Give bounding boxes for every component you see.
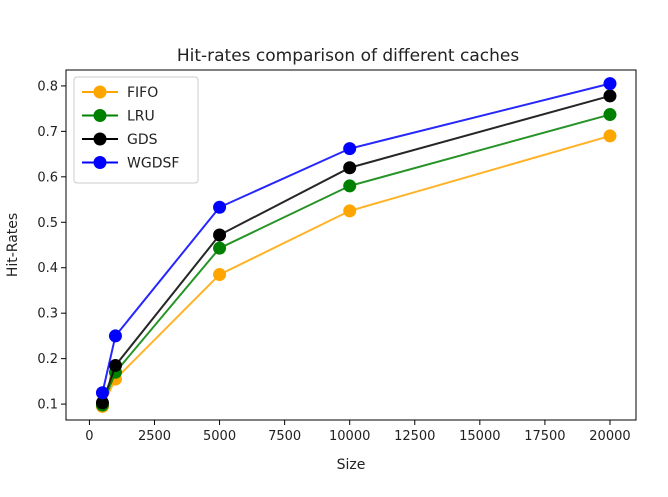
- data-point-wgdsf: [95, 386, 109, 400]
- y-tick-label: 0.5: [37, 216, 58, 231]
- data-point-wgdsf: [603, 77, 617, 91]
- x-tick-label: 5000: [203, 429, 236, 444]
- legend-label-gds: GDS: [127, 132, 158, 148]
- data-point-fifo: [343, 204, 357, 218]
- x-tick-label: 7500: [268, 429, 301, 444]
- y-axis-title: Hit-Rates: [5, 213, 21, 277]
- legend-marker-wgdsf: [93, 156, 107, 169]
- y-tick-label: 0.2: [37, 352, 58, 367]
- y-tick-label: 0.3: [37, 307, 58, 322]
- y-tick-label: 0.8: [37, 79, 58, 94]
- legend-label-lru: LRU: [127, 109, 155, 125]
- data-point-lru: [603, 108, 617, 122]
- x-tick-label: 12500: [394, 429, 435, 444]
- data-point-gds: [603, 89, 617, 103]
- x-tick-label: 20000: [589, 429, 630, 444]
- chart-title: Hit-rates comparison of different caches: [177, 46, 520, 66]
- legend-label-fifo: FIFO: [127, 85, 158, 101]
- data-point-gds: [213, 228, 227, 242]
- legend-marker-fifo: [93, 85, 107, 99]
- x-axis-title: Size: [337, 457, 366, 473]
- data-point-gds: [343, 161, 357, 175]
- data-point-wgdsf: [108, 329, 122, 343]
- x-tick-label: 0: [85, 429, 93, 444]
- y-tick-label: 0.7: [37, 125, 58, 140]
- data-point-gds: [108, 358, 122, 372]
- legend: FIFO LRU GDS WGDSF: [73, 76, 199, 184]
- legend-box: [73, 76, 199, 184]
- y-tick-label: 0.4: [37, 261, 58, 276]
- data-point-lru: [343, 179, 357, 193]
- data-point-fifo: [603, 129, 617, 143]
- data-point-wgdsf: [343, 142, 357, 156]
- data-point-fifo: [213, 268, 227, 282]
- x-tick-label: 17500: [524, 429, 565, 444]
- data-point-lru: [213, 241, 227, 255]
- x-tick-label: 2500: [138, 429, 171, 444]
- plot-frame: [65, 69, 637, 421]
- legend-label-wgdsf: WGDSF: [127, 156, 179, 172]
- x-tick-label: 10000: [329, 429, 370, 444]
- legend-marker-lru: [93, 109, 107, 122]
- x-tick-label: 15000: [459, 429, 500, 444]
- y-tick-label: 0.1: [37, 398, 58, 413]
- data-point-wgdsf: [213, 200, 227, 214]
- plot-layer: 0 2500 5000 7500 10000 12500 15000 17500 20000 0.…: [37, 77, 631, 444]
- y-tick-label: 0.6: [37, 170, 58, 185]
- legend-marker-gds: [93, 132, 107, 146]
- data-point-gds: [95, 396, 109, 410]
